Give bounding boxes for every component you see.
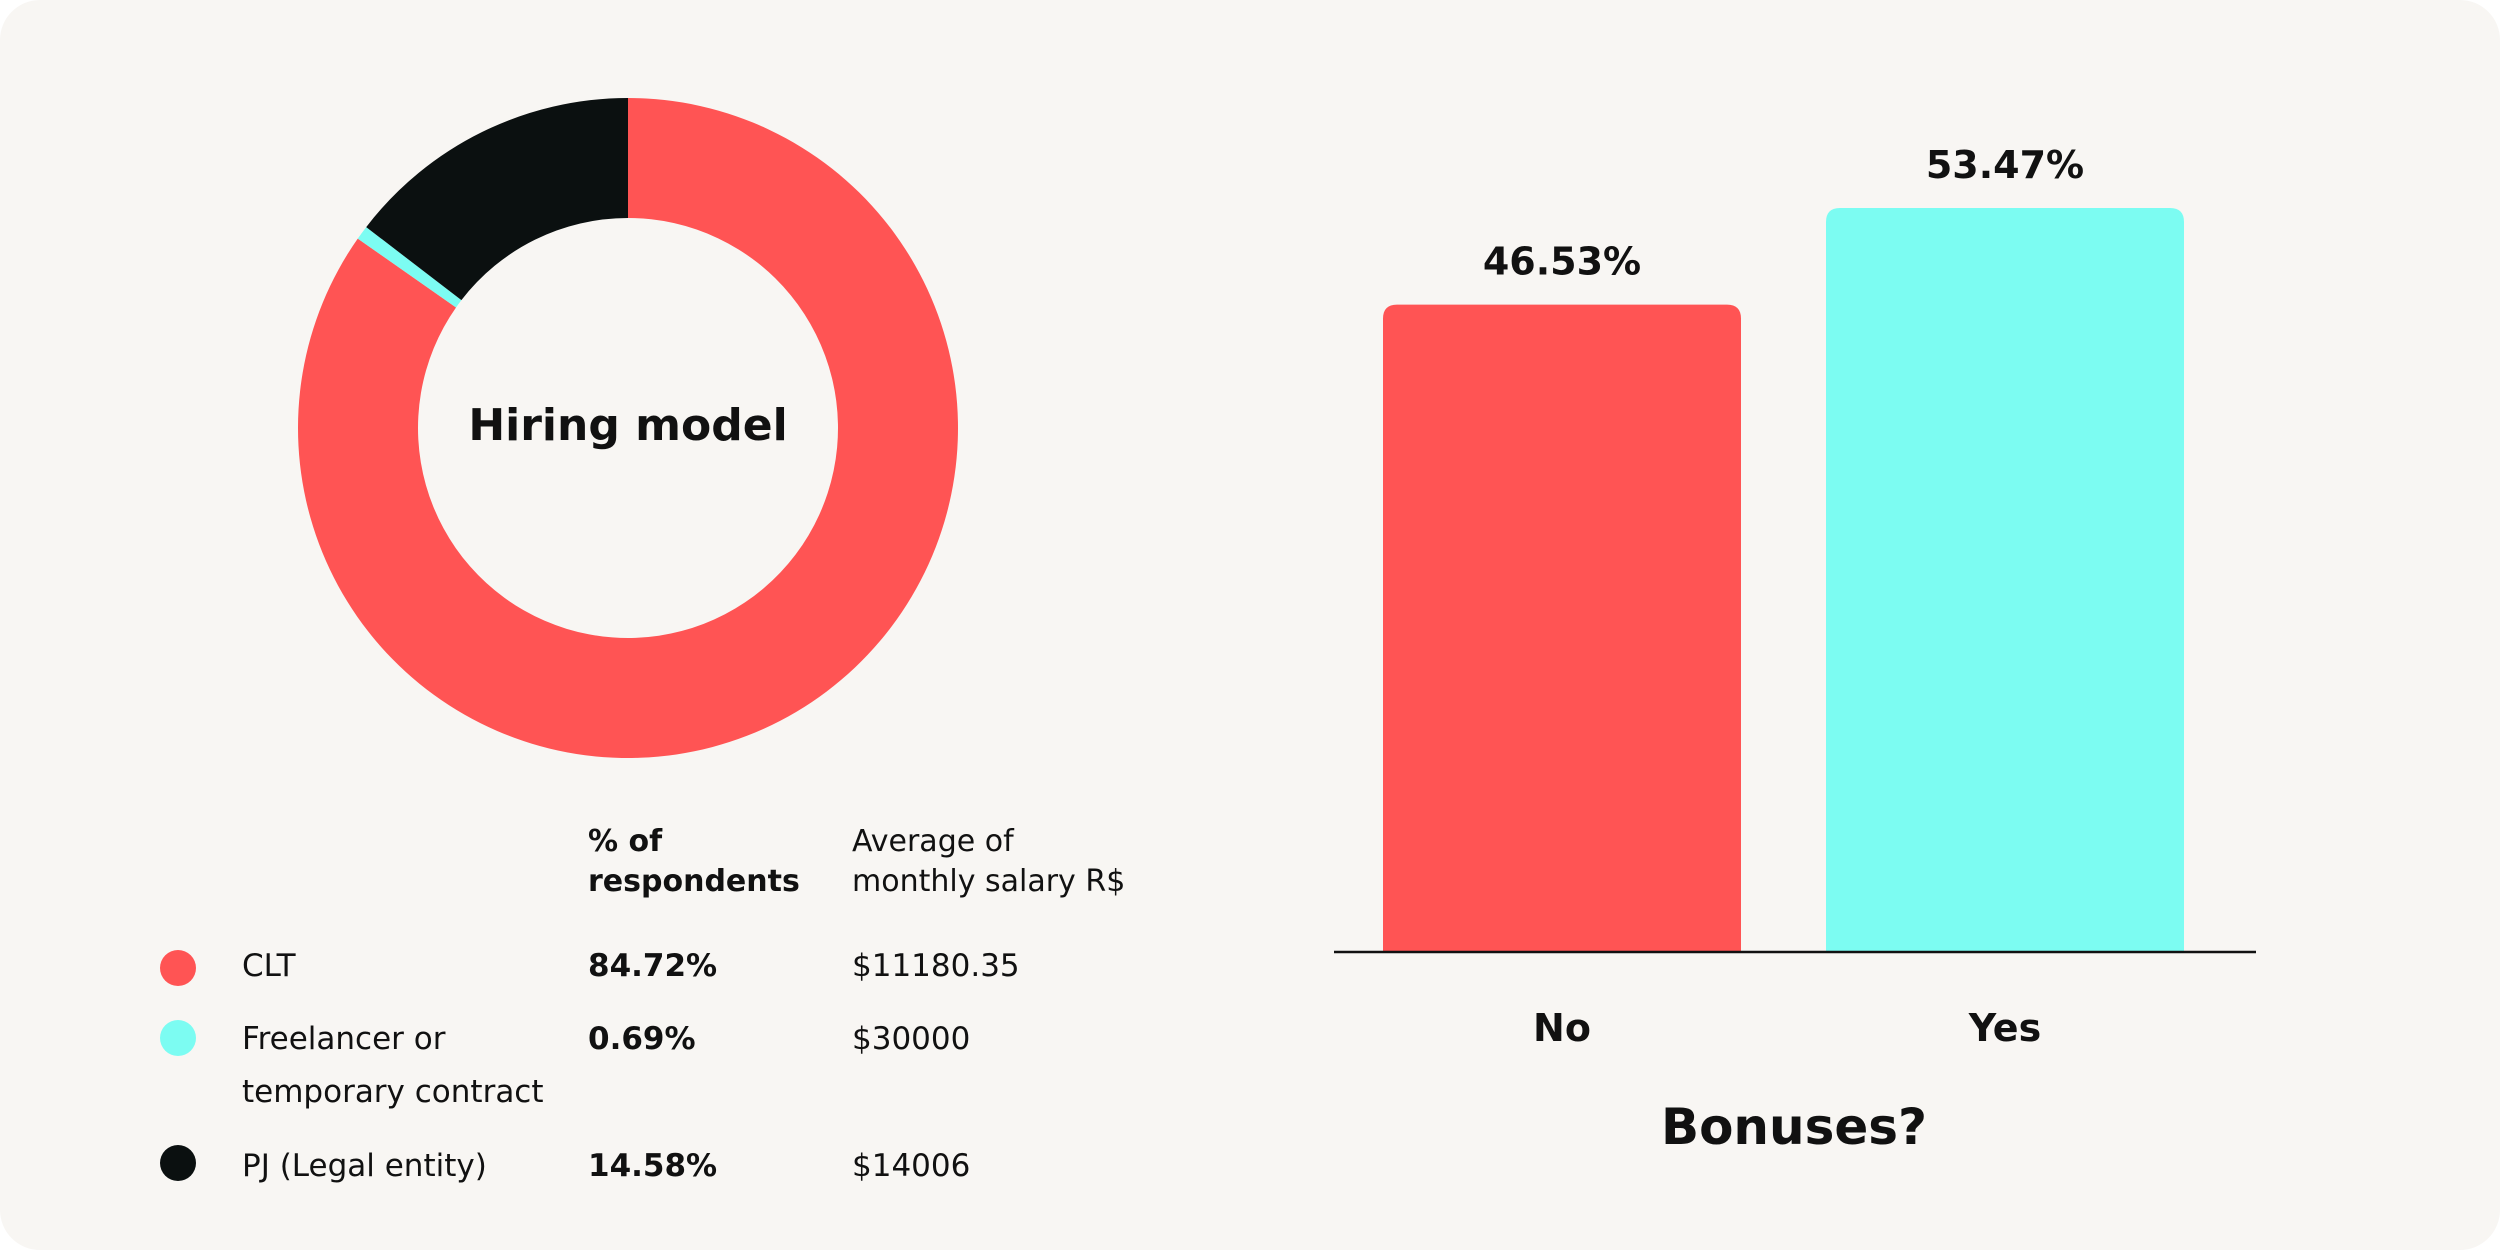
table-row-pct: 84.72% <box>588 948 718 984</box>
bar-category-label: Yes <box>1968 1006 2041 1050</box>
table-row-pct: 14.58% <box>588 1148 718 1184</box>
salary-header-line-1: Average of <box>852 824 1014 859</box>
table-row-pct: 0.69% <box>588 1021 696 1057</box>
bar-category-label: No <box>1533 1006 1591 1050</box>
table-row-salary: $14006 <box>852 1148 971 1184</box>
row-name-line: Freelancer or <box>242 1021 446 1057</box>
table-row-salary: $11180.35 <box>852 948 1020 984</box>
table-row-name: CLT <box>242 940 602 993</box>
pct-header-line-1: % of <box>588 824 663 859</box>
hiring-model-donut-chart <box>298 98 959 759</box>
bar-value-label: 46.53% <box>1483 240 1641 284</box>
table-row-name: PJ (Legal entity) <box>242 1140 602 1193</box>
row-name-line: temporary contract <box>242 1074 544 1110</box>
salary-header-line-2: monthly salary R$ <box>852 864 1126 899</box>
legend-dot-pj <box>160 1145 196 1181</box>
table-row-salary: $30000 <box>852 1021 971 1057</box>
row-name-line: PJ (Legal entity) <box>242 1148 487 1184</box>
pct-column-header: % of respondents <box>588 822 800 902</box>
table-row-name: Freelancer or temporary contract <box>242 1013 602 1119</box>
donut-center-label: Hiring model <box>468 400 788 451</box>
donut-slice-1 <box>357 227 462 308</box>
legend-dot-freelancer <box>160 1020 196 1056</box>
bar-no <box>1383 304 1741 952</box>
donut-slice-0 <box>298 98 959 759</box>
legend-dot-clt <box>160 950 196 986</box>
donut-slice-2 <box>366 98 628 301</box>
salary-column-header: Average of monthly salary R$ <box>852 822 1125 902</box>
bar-value-label: 53.47% <box>1926 143 2084 187</box>
row-name-line: CLT <box>242 948 296 984</box>
bonuses-bar-chart: 46.53% No 53.47% Yes Bonuses? <box>1334 143 2256 1156</box>
pct-header-line-2: respondents <box>588 864 800 899</box>
bar-chart-title: Bonuses? <box>1661 1098 1927 1156</box>
bar-yes <box>1826 208 2184 952</box>
